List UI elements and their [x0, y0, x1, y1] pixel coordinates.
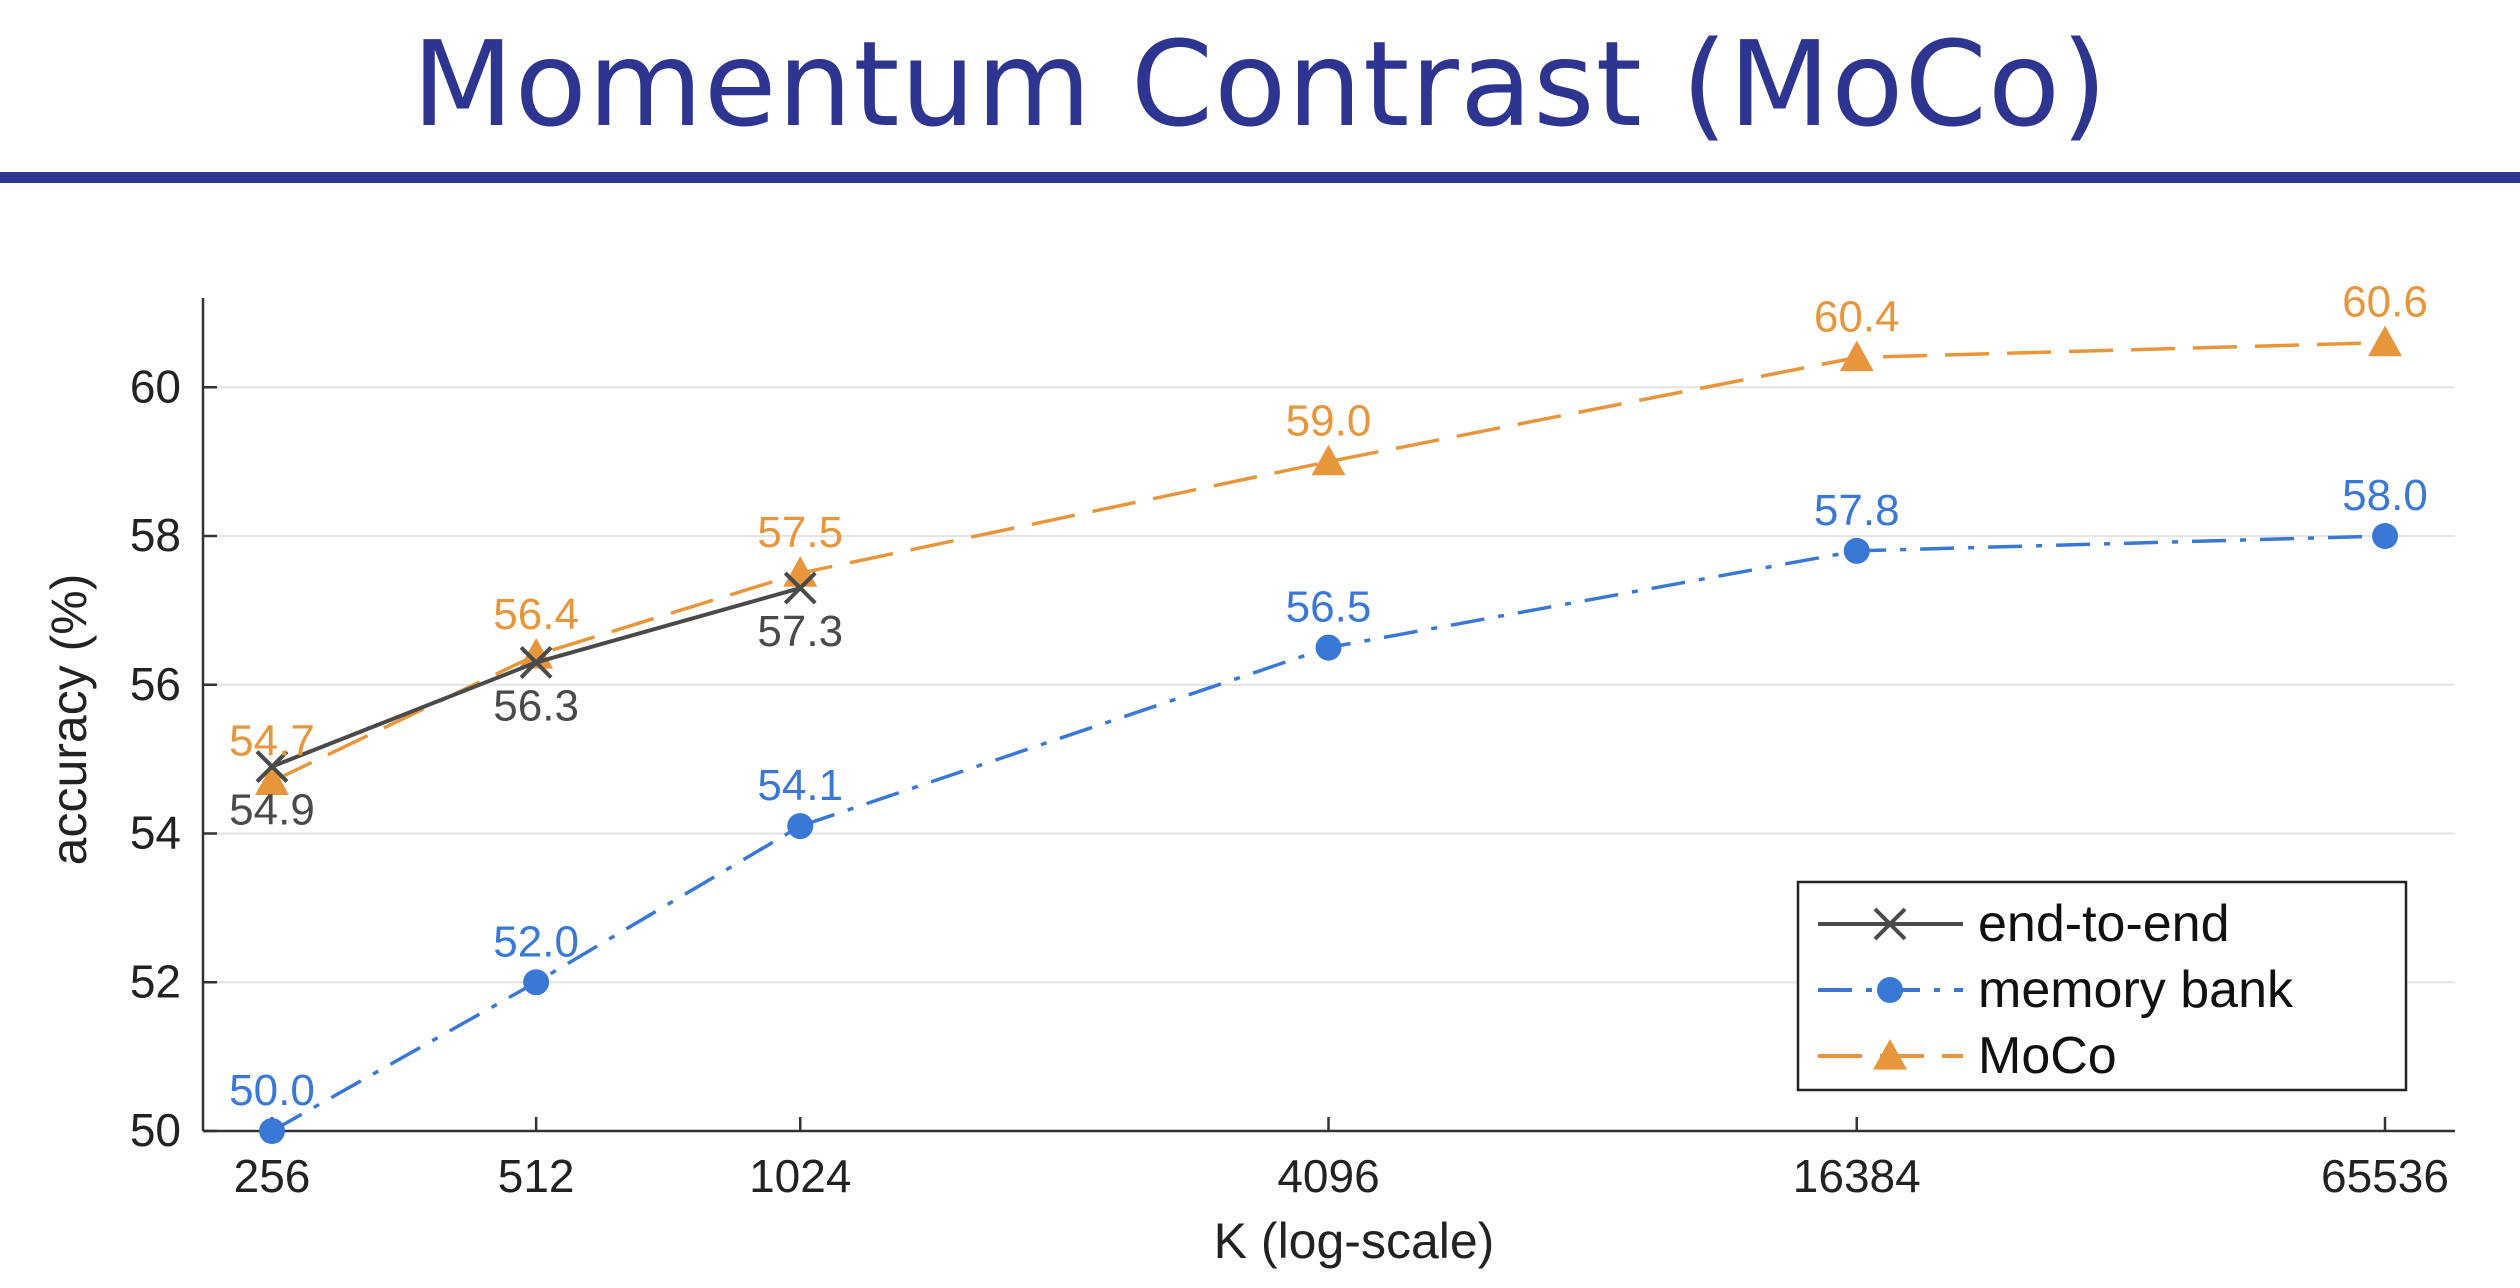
data-label-moco: 54.7 — [229, 716, 315, 765]
data-point-memory-bank — [1843, 537, 1870, 564]
y-tick-label: 52 — [130, 955, 181, 1007]
legend-marker-memory-bank — [1877, 977, 1903, 1003]
x-axis-title: K (log-scale) — [1214, 1213, 1495, 1269]
x-tick-label: 65536 — [2321, 1150, 2449, 1202]
marker-x-stroke — [783, 571, 817, 605]
data-label-moco: 59.0 — [1286, 397, 1372, 446]
data-label-memory-bank: 52.0 — [493, 917, 579, 966]
data-point-moco — [1311, 444, 1346, 476]
y-axis-title: accuracy (%) — [41, 574, 97, 866]
series-line-moco — [271, 340, 2386, 784]
data-label-moco: 56.4 — [493, 590, 579, 639]
x-tick-label: 512 — [498, 1150, 575, 1202]
data-label-memory-bank: 54.1 — [757, 761, 843, 810]
title-underline — [0, 172, 2520, 183]
marker-x-stroke — [519, 646, 553, 679]
y-tick-label: 50 — [130, 1104, 181, 1156]
data-label-moco: 57.5 — [757, 508, 843, 557]
data-point-moco — [255, 764, 289, 796]
data-point-end-to-end — [783, 571, 817, 605]
legend-label-moco: MoCo — [1978, 1027, 2117, 1085]
data-labels: 50.0 52.0 54.1 56.5 57.8 58.0 54.7 56.4 57.5 59.0… — [229, 278, 2428, 1115]
data-label-memory-bank: 56.5 — [1286, 583, 1372, 632]
y-tick-label: 56 — [130, 658, 181, 710]
legend-marker-end-to-end — [1873, 907, 1907, 941]
data-label-memory-bank: 58.0 — [2342, 471, 2428, 520]
data-label-memory-bank: 57.8 — [1814, 486, 1900, 535]
axes: 50 52 54 56 58 60 256 512 1024 4096 16384 65536 K (l… — [41, 298, 2455, 1269]
legend-item-memory-bank: memory bank — [1818, 961, 2294, 1019]
data-label-end-to-end: 54.9 — [229, 786, 315, 835]
y-tick-label: 60 — [130, 360, 181, 412]
data-point-end-to-end — [255, 750, 289, 783]
x-tick-label: 4096 — [1277, 1150, 1379, 1202]
x-tick-label: 16384 — [1793, 1150, 1921, 1202]
legend-marker-moco — [1873, 1039, 1907, 1070]
marker-x-stroke — [255, 750, 289, 783]
y-tick-label: 54 — [130, 807, 181, 859]
data-point-moco — [1839, 340, 1874, 372]
x-tick-label: 256 — [234, 1150, 311, 1202]
slide-title: Momentum Contrast (MoCo) — [411, 15, 2109, 153]
x-tick-label: 1024 — [749, 1150, 851, 1202]
data-label-end-to-end: 56.3 — [493, 681, 579, 730]
data-label-end-to-end: 57.3 — [757, 607, 843, 656]
marker-x-stroke — [1873, 907, 1907, 941]
data-label-memory-bank: 50.0 — [229, 1066, 315, 1115]
y-tick-label: 58 — [130, 509, 181, 561]
data-point-memory-bank — [787, 813, 814, 840]
data-point-memory-bank — [523, 969, 550, 996]
legend: end-to-end memory bank MoCo — [1796, 880, 2408, 1092]
data-point-memory-bank — [1315, 634, 1342, 661]
data-point-memory-bank — [259, 1118, 285, 1144]
legend-item-moco: MoCo — [1818, 1027, 2117, 1085]
legend-label-end-to-end: end-to-end — [1978, 895, 2230, 953]
data-point-memory-bank — [2372, 523, 2398, 549]
series-line-memory-bank — [271, 534, 2386, 1133]
legend-item-end-to-end: end-to-end — [1818, 895, 2230, 953]
legend-label-memory-bank: memory bank — [1978, 961, 2294, 1019]
data-point-moco — [2368, 325, 2402, 357]
data-point-end-to-end — [519, 646, 553, 679]
data-series — [255, 325, 2402, 1144]
data-label-moco: 60.4 — [1814, 293, 1900, 342]
data-label-moco: 60.6 — [2342, 278, 2428, 327]
